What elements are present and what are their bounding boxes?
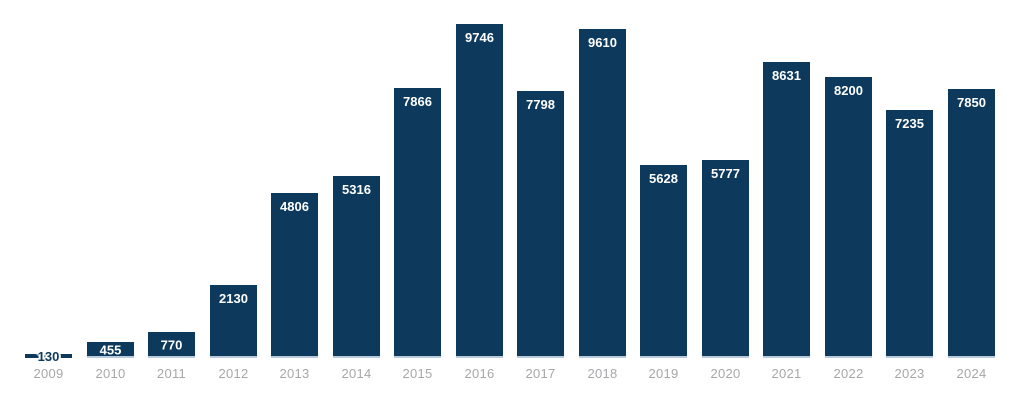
x-tick-2009: 2009 (33, 366, 64, 381)
bar-2014: 5316 (333, 176, 380, 358)
x-tick-2018: 2018 (587, 366, 618, 381)
bar-2009: 130 (25, 349, 72, 364)
bar-2015: 7866 (394, 88, 441, 358)
bar-value-label: 7866 (403, 94, 432, 109)
x-tick-2023: 2023 (894, 366, 925, 381)
x-tick-2010: 2010 (95, 366, 126, 381)
plot-area: 130 455 770 2130 4806 5316 7866 9746 7798 9610 562… (25, 0, 995, 364)
bar-2017: 7798 (517, 91, 564, 358)
x-tick-2015: 2015 (402, 366, 433, 381)
bar-2021: 8631 (763, 62, 810, 358)
x-axis: 2009 2010 2011 2012 2013 2014 2015 2016 2017 2018… (25, 366, 995, 386)
bar-2012: 2130 (210, 285, 257, 358)
bar-value-label: 2130 (219, 291, 248, 306)
bar-value-label: 8631 (772, 68, 801, 83)
bar-value-label: 9610 (588, 35, 617, 50)
x-tick-2012: 2012 (218, 366, 249, 381)
bar-2020: 5777 (702, 160, 749, 358)
bar-2011: 770 (148, 332, 195, 358)
x-tick-2016: 2016 (464, 366, 495, 381)
x-tick-2014: 2014 (341, 366, 372, 381)
bar-value-label: 5628 (649, 171, 678, 186)
bar-value-label: 4806 (280, 199, 309, 214)
bar-value-label: 7850 (957, 95, 986, 110)
bar-value-label: 5316 (342, 182, 371, 197)
x-tick-2017: 2017 (525, 366, 556, 381)
bar-2018: 9610 (579, 29, 626, 358)
bar-value-label: 8200 (834, 83, 863, 98)
bar-2010: 455 (87, 342, 134, 358)
x-tick-2024: 2024 (956, 366, 987, 381)
bar-value-label: 130 (37, 349, 60, 364)
x-tick-2019: 2019 (648, 366, 679, 381)
x-tick-2022: 2022 (833, 366, 864, 381)
bar-value-label: 770 (160, 337, 183, 353)
bar-2013: 4806 (271, 193, 318, 358)
x-tick-2011: 2011 (156, 366, 187, 381)
x-tick-2021: 2021 (771, 366, 802, 381)
bar-value-label: 7798 (526, 97, 555, 112)
bar-2022: 8200 (825, 77, 872, 358)
x-tick-2020: 2020 (710, 366, 741, 381)
bar-value-label: 7235 (895, 116, 924, 131)
bar-2016: 9746 (456, 24, 503, 358)
x-tick-2013: 2013 (279, 366, 310, 381)
bar-value-label: 5777 (711, 166, 740, 181)
bar-value-label: 455 (99, 342, 122, 358)
bar-value-label: 9746 (465, 30, 494, 45)
bar-2019: 5628 (640, 165, 687, 358)
bar-2024: 7850 (948, 89, 995, 358)
bar-2023: 7235 (886, 110, 933, 358)
